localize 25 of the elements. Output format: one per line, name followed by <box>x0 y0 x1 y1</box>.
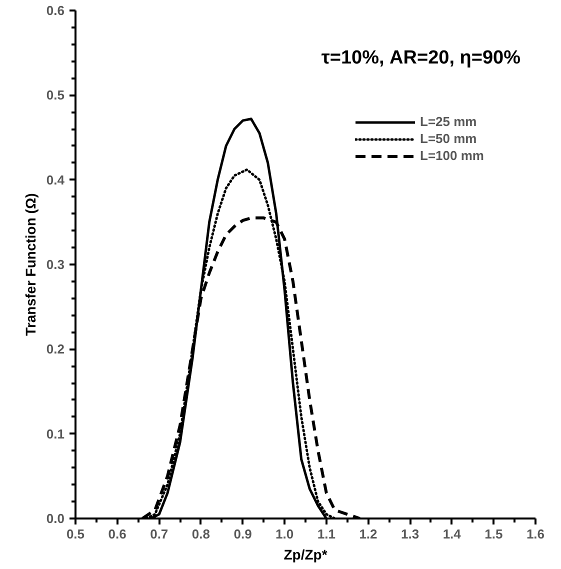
y-tick-label: 0.0 <box>46 511 65 526</box>
y-axis-title: Transfer Function (Ω) <box>22 193 38 336</box>
x-axis-title: Zp/Zp* <box>284 546 328 562</box>
x-tick-label: 0.9 <box>234 526 252 542</box>
x-tick-label: 0.6 <box>108 526 126 542</box>
x-tick-label: 1.4 <box>442 526 462 542</box>
x-tick-label: 1.3 <box>401 526 420 542</box>
legend-label: L=100 mm <box>420 148 484 163</box>
y-tick-label: 0.2 <box>46 342 65 357</box>
x-tick-label: 1.1 <box>317 526 336 542</box>
x-tick-label: 1.6 <box>526 526 545 542</box>
x-tick-label: 1.2 <box>359 526 378 542</box>
y-tick-label: 0.4 <box>46 172 66 188</box>
x-tick-label: 0.5 <box>66 526 85 542</box>
legend-label: L=25 mm <box>420 114 477 129</box>
x-tick-label: 0.7 <box>150 526 168 542</box>
x-tick-label: 1.0 <box>276 526 294 542</box>
annotation: τ=10%, AR=20, η=90% <box>321 48 521 68</box>
y-tick-label: 0.6 <box>46 3 65 18</box>
x-tick-label: 0.8 <box>192 526 210 542</box>
y-tick-label: 0.3 <box>46 257 65 272</box>
legend-label: L=50 mm <box>420 131 477 146</box>
y-tick-label: 0.5 <box>46 88 65 103</box>
x-tick-label: 1.5 <box>484 526 503 542</box>
y-tick-label: 0.1 <box>46 426 65 442</box>
